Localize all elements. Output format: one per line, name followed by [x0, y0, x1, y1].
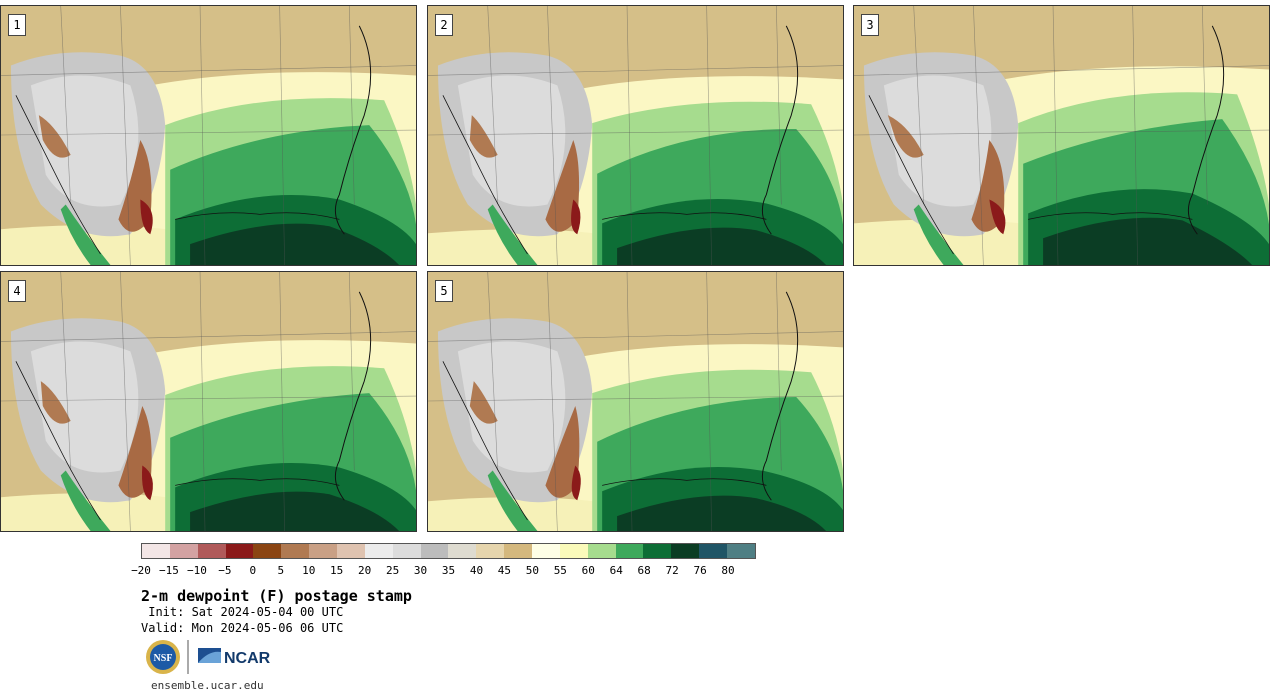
colorbar-swatch: [587, 544, 616, 558]
colorbar-tick-label: 10: [302, 564, 316, 577]
colorbar-swatch: [699, 544, 728, 558]
colorbar-tick-label: 5: [277, 564, 285, 577]
colorbar-swatch: [420, 544, 449, 558]
colorbar-swatch: [476, 544, 505, 558]
colorbar-tick-label: −20: [131, 564, 151, 577]
colorbar: [141, 543, 756, 559]
colorbar-tick-label: −5: [218, 564, 232, 577]
colorbar-tick-label: 64: [609, 564, 623, 577]
colorbar-tick-label: −10: [186, 564, 207, 577]
colorbar-swatch: [309, 544, 338, 558]
colorbar-tick-label: 55: [553, 564, 567, 577]
colorbar-tick-label: 68: [637, 564, 651, 577]
colorbar-swatch: [253, 544, 282, 558]
colorbar-swatch: [504, 544, 533, 558]
nsf-logo-text: NSF: [154, 653, 173, 664]
colorbar-tick-label: 20: [358, 564, 372, 577]
valid-time: Valid: Mon 2024-05-06 06 UTC: [141, 621, 344, 635]
colorbar-swatch: [392, 544, 421, 558]
member-label-4: 4: [8, 280, 26, 302]
colorbar-swatch: [671, 544, 700, 558]
colorbar-swatch: [142, 544, 170, 558]
colorbar-tick-label: 35: [441, 564, 456, 577]
logos: NSF NCAR: [145, 638, 275, 676]
map-panel-2: 2: [427, 5, 844, 266]
map-panel-3: 3: [853, 5, 1270, 266]
colorbar-swatch: [532, 544, 560, 558]
colorbar-swatch: [559, 544, 588, 558]
map-panel-1: 1: [0, 5, 417, 266]
member-label-2: 2: [435, 14, 453, 36]
colorbar-tick-label: 76: [693, 564, 707, 577]
colorbar-tick-label: 45: [497, 564, 512, 577]
colorbar-swatch: [448, 544, 477, 558]
member-label-1: 1: [8, 14, 26, 36]
colorbar-tick-label: 40: [469, 564, 484, 577]
colorbar-swatch: [225, 544, 254, 558]
colorbar-tick-label: 50: [525, 564, 539, 577]
nsf-logo-icon: NSF: [146, 640, 180, 674]
colorbar-tick-label: 80: [721, 564, 735, 577]
map-panel-4: 4: [0, 271, 417, 532]
ncar-logo-icon: NCAR: [198, 648, 271, 667]
member-label-5: 5: [435, 280, 453, 302]
ncar-logo-text: NCAR: [224, 650, 271, 667]
colorbar-swatch: [727, 544, 755, 558]
colorbar-tick-label: 60: [581, 564, 595, 577]
colorbar-ticks: −20 −15 −10 −5 0 5 10 15 20 25 30 35 40 45 50 55 60 64 68 7…: [131, 564, 756, 578]
colorbar-swatch: [337, 544, 365, 558]
colorbar-tick-label: 25: [385, 564, 400, 577]
colorbar-swatch: [364, 544, 393, 558]
colorbar-swatch: [169, 544, 198, 558]
colorbar-swatch: [197, 544, 226, 558]
colorbar-swatch: [281, 544, 310, 558]
colorbar-tick-label: 15: [330, 564, 344, 577]
colorbar-swatch: [615, 544, 644, 558]
member-label-3: 3: [861, 14, 879, 36]
chart-title: 2-m dewpoint (F) postage stamp: [141, 587, 412, 605]
colorbar-tick-label: 30: [413, 564, 428, 577]
site-url: ensemble.ucar.edu: [151, 679, 264, 692]
init-time: Init: Sat 2024-05-04 00 UTC: [141, 605, 344, 619]
colorbar-swatch: [643, 544, 672, 558]
colorbar-tick-label: 0: [249, 564, 257, 577]
colorbar-tick-label: −15: [159, 564, 179, 577]
colorbar-tick-label: 72: [665, 564, 679, 577]
map-panel-5: 5: [427, 271, 844, 532]
